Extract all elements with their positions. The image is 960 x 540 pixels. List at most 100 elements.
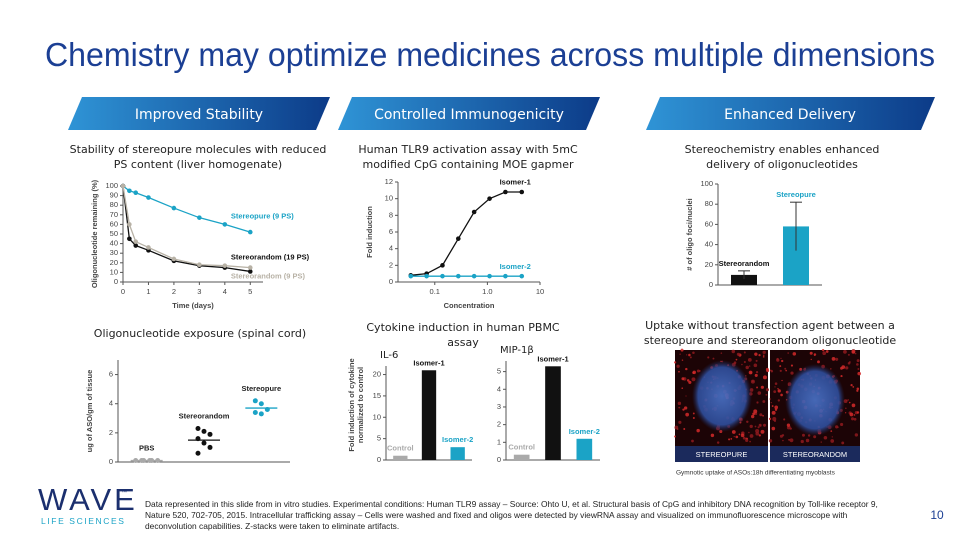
stain-dot <box>735 358 738 361</box>
header: Improved Stability <box>135 107 263 123</box>
stain-dot <box>771 410 776 415</box>
x-tick-label: 1 <box>146 287 150 296</box>
y-tick-label: 4 <box>109 399 113 408</box>
stain-dot <box>738 433 741 436</box>
image-label-bg <box>675 446 768 462</box>
stain-dot <box>696 428 700 433</box>
point <box>440 273 445 279</box>
stain-dot <box>785 369 787 372</box>
x-tick-label: 0 <box>121 287 125 296</box>
stain-dot <box>691 439 694 443</box>
header-banner <box>646 97 935 130</box>
stain-dot <box>688 353 691 357</box>
stain-dot <box>837 426 839 428</box>
stain-dot <box>774 405 779 410</box>
stain-dot <box>692 351 695 355</box>
stain-dot <box>746 420 749 424</box>
point <box>207 431 213 437</box>
point <box>258 411 264 417</box>
stain-dot <box>674 435 677 438</box>
series-label: Stereorandom (19 PS) <box>231 253 310 262</box>
stain-dot <box>809 351 813 355</box>
x-tick-label: 5 <box>248 287 252 296</box>
stain-dot <box>762 423 767 427</box>
stain-dot <box>789 438 794 443</box>
y-tick-label: 20 <box>705 260 713 269</box>
stain-dot <box>780 393 783 397</box>
caption: Stability of stereopure molecules with r… <box>69 143 327 171</box>
point <box>127 236 132 242</box>
caption: Human TLR9 activation assay with 5mC mod… <box>358 143 578 171</box>
stain-dot <box>800 439 804 444</box>
stain-dot <box>831 436 833 438</box>
stain-dot <box>774 386 776 388</box>
point <box>222 222 228 227</box>
y-tick-label: 15 <box>373 391 381 400</box>
point <box>171 256 177 262</box>
header-banner <box>338 97 600 130</box>
stain-dot <box>854 433 859 437</box>
y-tick-label: 50 <box>110 229 118 238</box>
point <box>197 262 202 268</box>
stain-dot <box>790 371 794 375</box>
bar <box>545 366 561 460</box>
y-tick-label: 5 <box>377 434 381 443</box>
stain-dot <box>769 398 771 400</box>
y-tick-label: 20 <box>110 258 118 267</box>
stain-dot <box>691 377 696 382</box>
y-tick-label: 0 <box>377 455 381 464</box>
stain-dot <box>688 380 692 384</box>
point <box>207 444 213 450</box>
stain-dot <box>743 360 746 364</box>
nucleus <box>785 364 845 436</box>
point <box>471 273 477 279</box>
stain-dot <box>735 435 739 439</box>
stain-dot <box>686 354 688 356</box>
group-label: Stereorandom <box>179 411 230 420</box>
y-tick-label: 4 <box>497 384 501 393</box>
stain-dot <box>749 424 753 429</box>
stain-dot <box>736 352 740 356</box>
series-line <box>122 185 251 233</box>
image-label: STEREORANDOM <box>783 450 847 459</box>
stain-dot <box>755 370 759 374</box>
point <box>133 243 139 248</box>
y-tick-label: 0 <box>109 457 113 466</box>
stain-dot <box>689 356 692 359</box>
logo-mark: ™ <box>121 489 127 496</box>
point <box>247 229 253 235</box>
stain-dot <box>754 373 758 377</box>
stain-dot <box>783 418 786 421</box>
point <box>197 215 202 220</box>
stain-dot <box>854 352 857 355</box>
point <box>247 265 253 270</box>
y-tick-label: 12 <box>385 177 393 186</box>
bar <box>450 447 465 460</box>
series-line <box>122 185 251 269</box>
stain-dot <box>731 430 736 434</box>
stain-dot <box>830 368 832 370</box>
stain-dot <box>747 357 752 362</box>
stain-dot <box>856 411 860 414</box>
stain-dot <box>823 435 828 440</box>
microscopy-images <box>673 348 862 462</box>
x-tick-label: 0.1 <box>430 287 440 296</box>
stain-dot <box>831 357 836 361</box>
stain-dot <box>777 388 779 390</box>
y-tick-label: 80 <box>110 200 118 209</box>
point <box>519 273 525 279</box>
y-tick-label: 70 <box>110 210 118 219</box>
point <box>258 401 264 407</box>
stain-dot <box>784 367 787 370</box>
point <box>252 398 258 404</box>
point <box>487 196 492 201</box>
stain-dot <box>852 386 855 388</box>
stain-dot <box>685 412 690 417</box>
stain-dot <box>802 433 805 437</box>
stain-dot <box>749 434 754 438</box>
bar <box>513 454 530 460</box>
stain-dot <box>841 441 845 445</box>
point <box>424 273 429 279</box>
stain-dot <box>756 386 758 389</box>
